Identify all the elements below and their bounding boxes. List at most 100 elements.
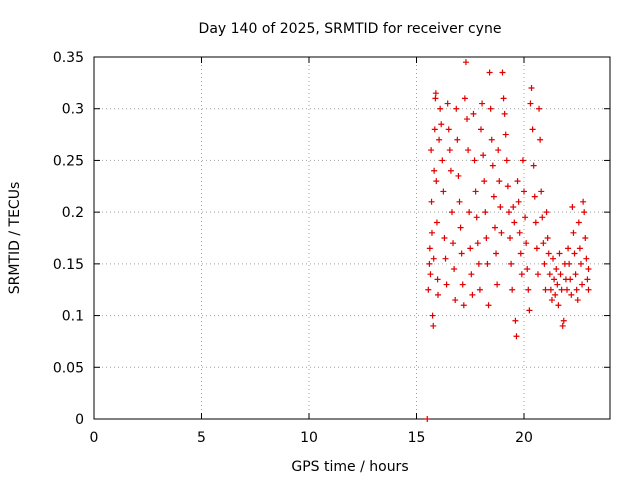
y-tick-label: 0.3	[62, 102, 84, 118]
data-point	[491, 224, 498, 231]
y-tick-label: 0.2	[62, 205, 84, 221]
x-tick-label: 20	[515, 430, 533, 446]
data-point	[431, 126, 438, 133]
data-point	[432, 95, 439, 102]
data-point	[532, 219, 539, 226]
data-point	[565, 245, 572, 252]
data-point	[575, 219, 582, 226]
data-point	[428, 229, 435, 236]
data-point	[433, 178, 440, 185]
data-point	[524, 266, 531, 273]
data-point	[454, 136, 461, 143]
data-point	[573, 286, 580, 293]
data-point	[495, 147, 502, 154]
data-point	[580, 198, 587, 205]
data-point	[437, 105, 444, 112]
data-point	[462, 59, 469, 66]
data-point	[577, 260, 584, 267]
data-point	[478, 126, 484, 133]
y-tick-label: 0.1	[62, 309, 84, 325]
data-point	[570, 229, 577, 236]
data-point	[529, 126, 536, 133]
data-points	[424, 59, 592, 422]
data-point	[429, 312, 436, 319]
data-point	[517, 250, 524, 257]
data-point	[553, 266, 560, 273]
data-point	[466, 209, 473, 216]
data-point	[521, 188, 527, 195]
data-point	[555, 302, 562, 309]
data-point	[514, 178, 521, 185]
data-point	[426, 245, 433, 252]
data-point	[496, 178, 503, 185]
data-point	[538, 188, 545, 195]
y-tick-label: 0.25	[53, 153, 84, 169]
data-point	[557, 271, 564, 278]
data-point	[530, 162, 537, 169]
data-point	[479, 100, 486, 107]
data-point	[434, 276, 441, 283]
data-point	[547, 286, 554, 293]
x-axis-label: GPS time / hours	[291, 459, 408, 475]
data-point	[522, 214, 529, 221]
data-point	[528, 85, 535, 92]
data-point	[579, 281, 586, 288]
data-point	[433, 219, 440, 226]
data-point	[558, 286, 565, 293]
data-point	[500, 95, 507, 102]
data-point	[552, 291, 559, 298]
data-point	[427, 271, 434, 278]
data-point	[425, 286, 432, 293]
data-point	[430, 255, 437, 262]
data-point	[450, 240, 457, 247]
data-point	[497, 203, 504, 210]
data-point	[459, 281, 466, 288]
data-point	[428, 198, 435, 205]
data-point	[430, 322, 437, 329]
data-point	[473, 214, 480, 221]
y-axis-label: SRMTID / TECUs	[7, 182, 23, 295]
data-point	[531, 193, 538, 200]
data-point	[442, 255, 449, 262]
data-point	[486, 69, 493, 76]
data-point	[534, 271, 541, 278]
data-point	[446, 147, 453, 154]
data-point	[585, 286, 592, 293]
data-point	[465, 147, 472, 154]
data-point	[513, 333, 520, 340]
data-point	[444, 100, 451, 107]
data-point	[576, 245, 583, 252]
data-point	[554, 281, 561, 288]
data-point	[539, 214, 546, 221]
chart-title: Day 140 of 2025, SRMTID for receiver cyn…	[199, 21, 502, 37]
data-point	[432, 90, 439, 97]
data-point	[431, 167, 438, 174]
data-point	[541, 260, 548, 267]
data-point	[516, 229, 523, 236]
data-point	[440, 188, 447, 195]
data-point	[475, 260, 482, 267]
data-point	[438, 121, 445, 128]
x-tick-label: 0	[90, 430, 99, 446]
data-point	[457, 224, 464, 231]
data-point	[468, 271, 475, 278]
axis-ticks: 0 0.05 0.1 0.15 0.2 0.25 0.3 0.35 0 5 10 15 20	[53, 50, 610, 446]
data-point	[461, 95, 468, 102]
data-point	[568, 291, 575, 298]
grid	[94, 57, 610, 419]
data-point	[526, 307, 533, 314]
data-point	[542, 286, 549, 293]
data-point	[483, 235, 490, 241]
data-point	[509, 286, 516, 293]
data-point	[488, 136, 495, 143]
data-point	[494, 281, 501, 288]
data-point	[571, 250, 578, 257]
data-point	[445, 126, 452, 133]
data-point	[482, 209, 489, 216]
data-point	[572, 271, 579, 278]
data-point	[567, 276, 574, 283]
data-point	[498, 229, 505, 236]
data-point	[584, 276, 591, 283]
data-point	[436, 136, 443, 143]
data-point	[455, 172, 462, 179]
